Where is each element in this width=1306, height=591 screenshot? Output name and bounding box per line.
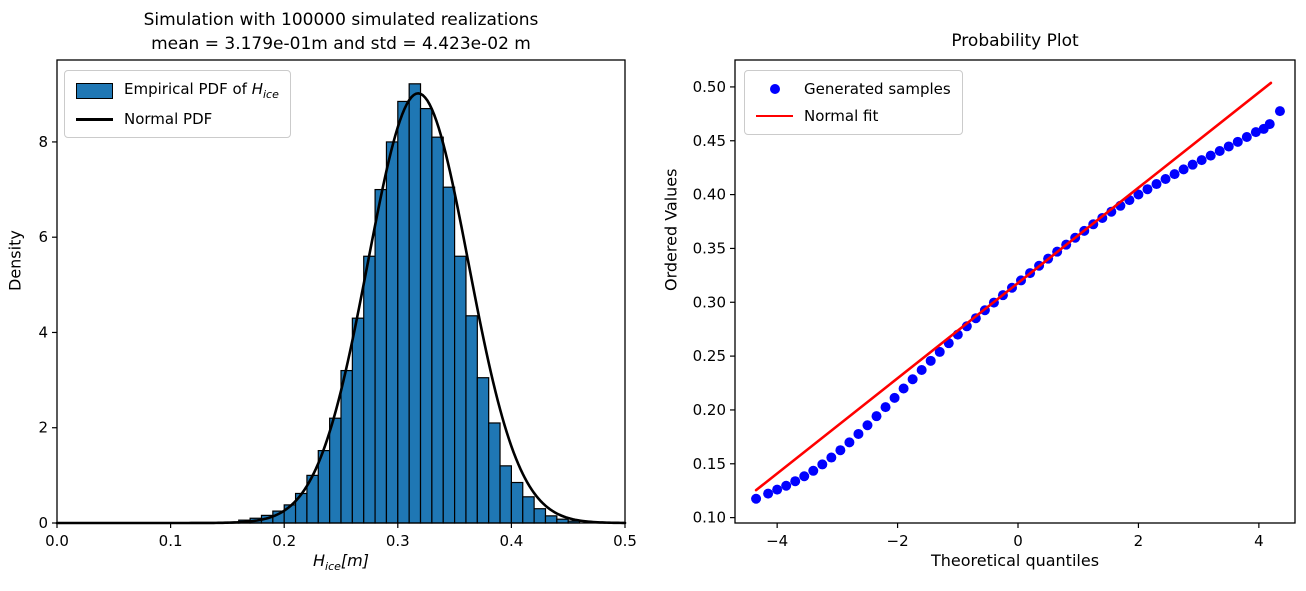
xlabel-math-sub: ice [325,560,341,574]
svg-text:0.10: 0.10 [693,509,726,527]
legend-item-empirical-pdf: Empirical PDF of Hice [76,80,279,101]
normal-pdf-line-swatch [76,117,113,121]
svg-text:0.3: 0.3 [386,532,410,550]
svg-text:0.45: 0.45 [693,132,726,150]
svg-text:0.0: 0.0 [45,532,69,550]
svg-text:0.20: 0.20 [693,401,726,419]
legend-label-empirical: Empirical PDF of Hice [124,80,279,101]
scatter-dot-swatch [756,84,793,94]
svg-text:0.1: 0.1 [159,532,183,550]
svg-text:0.5: 0.5 [613,532,637,550]
svg-text:2: 2 [38,419,48,437]
histogram-patch-swatch [76,82,113,99]
right-plot-xlabel: Theoretical quantiles [930,551,1100,570]
legend-item-normal-pdf: Normal PDF [76,110,279,128]
svg-text:0.15: 0.15 [693,455,726,473]
fit-line-swatch [756,115,793,117]
svg-text:0.25: 0.25 [693,347,726,365]
left-legend: Empirical PDF of Hice Normal PDF [64,70,291,138]
svg-text:0.50: 0.50 [693,78,726,96]
legend-label-generated-samples: Generated samples [804,80,951,98]
xlabel-math-base: H [313,551,326,570]
left-plot-title: Simulation with 100000 simulated realiza… [57,8,625,56]
svg-text:2: 2 [1134,532,1144,550]
svg-text:0.35: 0.35 [693,239,726,257]
svg-text:0: 0 [1013,532,1023,550]
svg-text:0.4: 0.4 [499,532,523,550]
svg-text:8: 8 [38,133,48,151]
svg-text:6: 6 [38,228,48,246]
svg-text:4: 4 [1254,532,1264,550]
svg-text:4: 4 [38,323,48,341]
svg-text:0: 0 [38,514,48,532]
svg-text:−4: −4 [766,532,788,550]
svg-text:0.2: 0.2 [272,532,296,550]
left-plot-xlabel: Hice[m] [57,551,625,573]
xlabel-math-rest: [m] [340,551,369,570]
left-plot-title-line2: mean = 3.179e-01m and std = 4.423e-02 m [151,34,531,54]
svg-text:0.30: 0.30 [693,293,726,311]
svg-text:0.40: 0.40 [693,186,726,204]
left-plot-title-line1: Simulation with 100000 simulated realiza… [143,10,539,30]
legend-item-generated-samples: Generated samples [756,80,951,98]
right-plot-title: Probability Plot [951,31,1079,51]
legend-label-normal-fit: Normal fit [804,107,879,125]
legend-item-normal-fit: Normal fit [756,107,951,125]
svg-text:−2: −2 [887,532,909,550]
right-legend: Generated samples Normal fit [744,70,963,135]
legend-label-normal-pdf: Normal PDF [124,110,213,128]
